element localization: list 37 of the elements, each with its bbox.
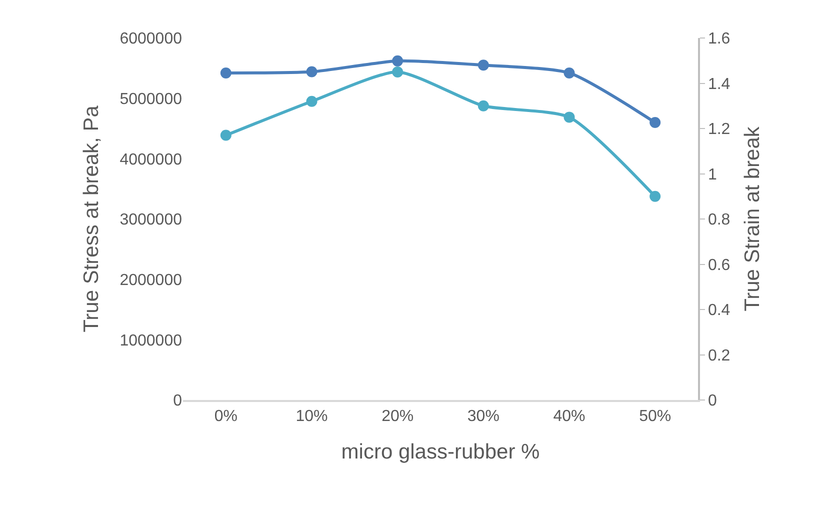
x-axis-title: micro glass-rubber %: [341, 440, 540, 464]
point: [392, 55, 404, 66]
y2-tick-label: 0: [708, 392, 717, 410]
point: [220, 130, 232, 141]
x-tick-label: 40%: [553, 408, 586, 425]
y2-tick-label: 0.8: [708, 212, 730, 229]
y-tick-label: 4000000: [120, 151, 182, 168]
point: [220, 67, 232, 78]
x-tick-label: 10%: [296, 408, 328, 425]
y2-tick-label: 1: [708, 166, 717, 184]
y2-tick-label: 1.6: [708, 30, 730, 48]
y-tick-label: 2000000: [120, 272, 182, 289]
x-tick-label: 30%: [467, 408, 500, 425]
y2-tick-label: 1.4: [708, 76, 730, 93]
point: [650, 116, 661, 128]
y-axis-title: True Stress at break, Pa: [80, 105, 103, 332]
y-tick-label: 0: [173, 392, 182, 410]
point: [478, 100, 489, 112]
y-tick-label: 5000000: [120, 90, 182, 108]
y-tick-label: 6000000: [120, 30, 182, 48]
point: [306, 66, 318, 78]
x-tick-label: 0%: [214, 408, 238, 425]
y2-tick-label: 0.4: [708, 302, 730, 320]
y-tick-label: 3000000: [120, 212, 182, 229]
point: [650, 190, 661, 202]
x-tick-label: 20%: [382, 408, 414, 425]
point: [392, 66, 404, 78]
point: [306, 96, 318, 107]
point: [564, 67, 575, 78]
y2-tick-label: 1.2: [708, 121, 730, 138]
x-tick-label: 50%: [639, 408, 672, 425]
y2-axis-title: True Strain at break: [740, 126, 764, 312]
y2-tick-label: 0.2: [708, 347, 730, 364]
y-tick-label: 1000000: [120, 332, 182, 350]
y2-tick-label: 0.6: [708, 256, 730, 274]
point: [564, 112, 575, 123]
point: [478, 60, 489, 71]
